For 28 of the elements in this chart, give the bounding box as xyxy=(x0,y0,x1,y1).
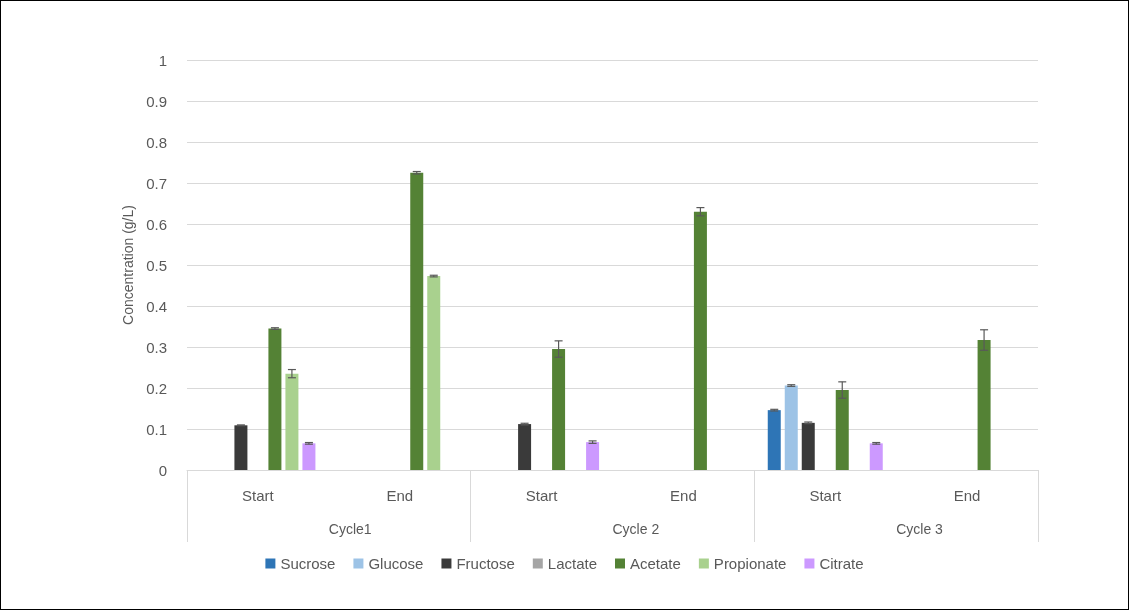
x-tick-label: End xyxy=(386,487,414,504)
y-tick-label: 0.4 xyxy=(146,297,167,315)
text: Cycle 2 xyxy=(612,521,660,537)
legend-label: Lactate xyxy=(547,555,598,572)
x-tick-label: Start xyxy=(809,487,842,504)
legend-label: Fructose xyxy=(456,555,515,572)
y-tick-label: 0.2 xyxy=(146,379,167,397)
x-tick-label: Start xyxy=(525,487,559,504)
text: Cycle1 xyxy=(328,521,372,537)
y-tick-label: 0.5 xyxy=(146,256,167,274)
x-tick-label: End xyxy=(953,487,981,504)
x-tick-label: End xyxy=(670,487,697,504)
text: Cycle 3 xyxy=(896,521,944,537)
legend-label: Citrate xyxy=(819,555,864,572)
legend-label: Sucrose xyxy=(280,555,336,572)
y-tick-label: 0 xyxy=(158,461,167,479)
y-tick-label: 0.6 xyxy=(146,215,167,233)
y-tick-label: 0.9 xyxy=(146,92,167,110)
legend-label: Propionate xyxy=(713,555,787,572)
y-tick-label: 0.1 xyxy=(146,420,167,438)
y-tick-label: 0.3 xyxy=(146,338,167,356)
legend-label: Glucose xyxy=(368,555,424,572)
y-tick-label: 1 xyxy=(158,51,167,69)
legend-label: Acetate xyxy=(630,555,681,572)
y-axis-title: Concentration (g/L) xyxy=(120,205,136,325)
y-tick-label: 0.8 xyxy=(146,133,167,151)
x-tick-label: Start xyxy=(242,487,275,504)
y-tick-label: 0.7 xyxy=(146,174,167,192)
